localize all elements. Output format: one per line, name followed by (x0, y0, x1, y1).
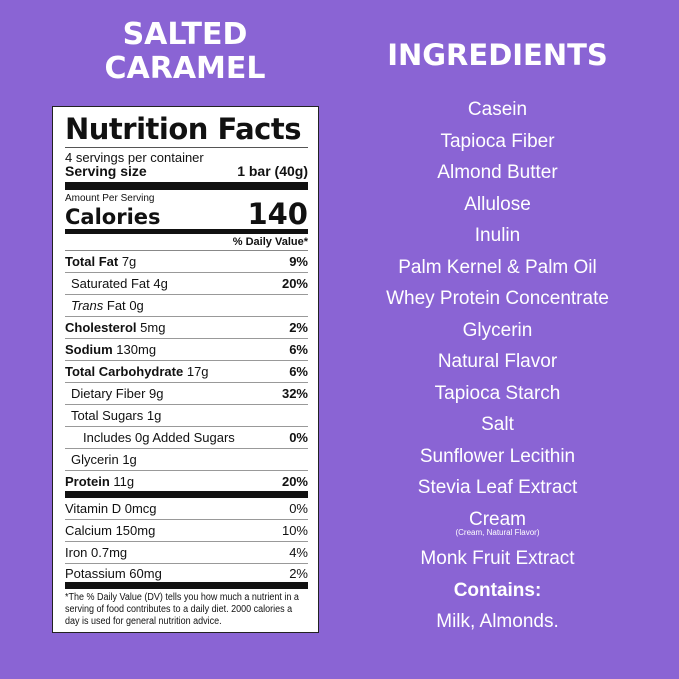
servings-per-container: 4 servings per container (65, 150, 204, 165)
ingredient: Whey Protein Concentrate (386, 288, 609, 309)
ingredients-list: Casein Tapioca Fiber Almond Butter Allul… (360, 94, 635, 638)
nutrient-row: Glycerin 1g (65, 449, 308, 471)
ingredient: Stevia Leaf Extract (417, 477, 578, 498)
vitamin-row: Iron 0.7mg 4% (65, 542, 308, 564)
ingredient: Monk Fruit Extract (420, 548, 575, 569)
daily-value-header: % Daily Value* (65, 234, 308, 251)
vitamin-row: Calcium 150mg 10% (65, 520, 308, 542)
calories-row: Calories 140 (65, 199, 308, 234)
serving-size: Serving size 1 bar (40g) (65, 164, 308, 190)
ingredient: Glycerin (462, 319, 533, 341)
label-title: Nutrition Facts (65, 111, 308, 148)
nutrient-row: Saturated Fat 4g 20% (65, 273, 308, 295)
flavor-title: SALTED CARAMEL (104, 17, 266, 86)
nutrient-row: Sodium 130mg 6% (65, 339, 308, 361)
nutrient-row: Includes 0g Added Sugars 0% (65, 427, 308, 449)
ingredient: Tapioca Starch (434, 382, 561, 404)
serving-size-value: 1 bar (40g) (237, 163, 308, 179)
serving-size-label: Serving size (65, 163, 147, 179)
calories-value: 140 (247, 197, 308, 231)
ingredient: Palm Kernel & Palm Oil (398, 256, 597, 278)
ingredient: Natural Flavor (437, 351, 558, 372)
ingredient: Almond Butter (437, 162, 558, 183)
nutrient-row: Total Sugars 1g (65, 405, 308, 427)
contains-label: Contains: (453, 579, 542, 601)
calories-label: Calories (65, 205, 161, 229)
ingredient: Inulin (474, 225, 521, 246)
ingredients-title: INGREDIENTS (387, 38, 608, 72)
ingredient: Cream (468, 508, 526, 530)
nutrient-row: Total Carbohydrate 17g 6% (65, 361, 308, 383)
ingredient: Allulose (464, 193, 531, 215)
nutrient-row: Dietary Fiber 9g 32% (65, 383, 308, 405)
footnote: *The % Daily Value (DV) tells you how mu… (65, 592, 299, 627)
ingredient: Salt (481, 414, 514, 435)
nutrient-row: Cholesterol 5mg 2% (65, 317, 308, 339)
ingredient: Sunflower Lecithin (419, 445, 576, 467)
cream-note: (Cream, Natural Flavor) (455, 528, 540, 537)
ingredient: Casein (467, 99, 528, 120)
ingredient: Tapioca Fiber (440, 130, 555, 152)
nutrient-row: Protein 11g 20% (65, 471, 308, 498)
vitamin-row: Vitamin D 0mcg 0% (65, 498, 308, 520)
nutrient-row: Trans Fat 0g (65, 295, 308, 317)
nutrition-facts-label: Nutrition Facts 4 servings per container… (52, 106, 319, 633)
vitamin-row: Potassium 60mg 2% (65, 564, 308, 589)
amount-per-serving: Amount Per Serving (65, 193, 155, 204)
nutrient-row: Total Fat 7g 9% (65, 251, 308, 273)
allergens: Milk, Almonds. (436, 611, 559, 632)
